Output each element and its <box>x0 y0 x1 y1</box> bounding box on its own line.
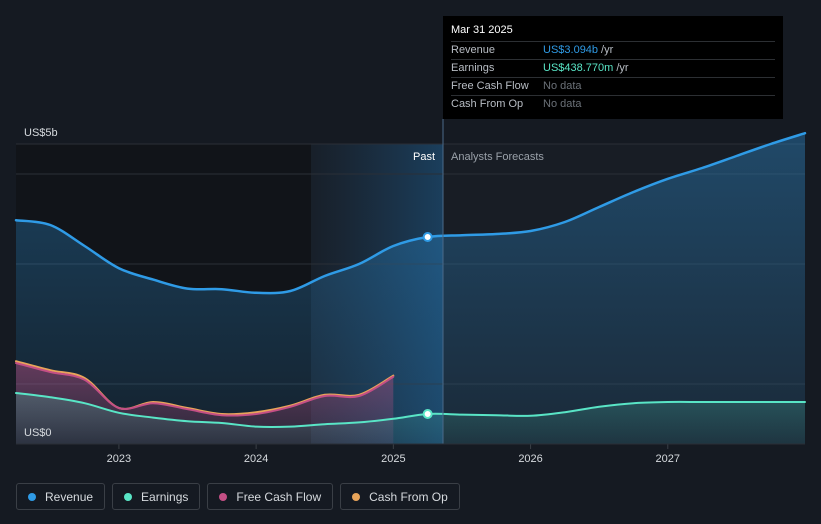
x-tick-label: 2025 <box>381 453 405 465</box>
legend-item-free-cash-flow[interactable]: Free Cash Flow <box>207 483 334 510</box>
tooltip-row-free-cash-flow: Free Cash Flow No data <box>451 78 775 96</box>
tooltip-label: Cash From Op <box>451 98 524 110</box>
legend: Revenue Earnings Free Cash Flow Cash Fro… <box>16 483 460 510</box>
tooltip-label: Revenue <box>451 44 496 56</box>
y-label-top: US$5b <box>24 127 58 139</box>
earnings-dot-icon <box>124 492 133 501</box>
legend-label: Free Cash Flow <box>236 489 322 504</box>
revenue-dot-icon <box>28 492 36 501</box>
legend-item-revenue[interactable]: Revenue <box>16 483 106 510</box>
free-cash-flow-line <box>15 362 395 417</box>
tooltip-value: US$3.094b <box>543 44 599 56</box>
x-tick-label: 2023 <box>107 453 131 465</box>
tooltip-value: US$438.770m <box>543 62 614 74</box>
revenue-line <box>14 131 807 295</box>
earnings-line <box>15 392 806 428</box>
tooltip: Mar 31 2025 Revenue US$3.094b /yr Earnin… <box>443 16 783 119</box>
legend-item-cash-from-op[interactable]: Cash From Op <box>340 483 460 510</box>
tooltip-label: Free Cash Flow <box>451 80 529 92</box>
tooltip-unit: /yr <box>616 62 629 74</box>
x-tick-label: 2027 <box>656 453 680 465</box>
chart: Past Analysts Forecasts US$5b US$0 2023 2… <box>14 119 807 465</box>
tooltip-unit: /yr <box>601 44 614 56</box>
past-label: Past <box>413 151 435 163</box>
tooltip-row-cash-from-op: Cash From Op No data <box>451 96 775 113</box>
legend-item-earnings[interactable]: Earnings <box>112 483 201 510</box>
tooltip-label: Earnings <box>451 62 495 74</box>
legend-label: Earnings <box>141 489 189 504</box>
x-tick-label: 2026 <box>518 453 542 465</box>
tooltip-value: No data <box>543 98 582 110</box>
earnings-marker <box>422 409 433 419</box>
tooltip-date: Mar 31 2025 <box>451 24 775 42</box>
legend-label: Revenue <box>45 489 94 504</box>
tooltip-value: No data <box>543 80 582 92</box>
free-cash-flow-dot-icon <box>219 492 228 501</box>
cash-from-op-dot-icon <box>352 492 361 501</box>
revenue-area <box>16 133 805 444</box>
cash-from-op-line <box>15 360 395 416</box>
legend-label: Cash From Op <box>369 489 448 504</box>
y-label-bottom: US$0 <box>24 427 52 439</box>
tooltip-row-revenue: Revenue US$3.094b /yr <box>451 42 775 60</box>
revenue-marker <box>422 232 433 242</box>
tooltip-row-earnings: Earnings US$438.770m /yr <box>451 60 775 78</box>
x-tick-label: 2024 <box>244 453 268 465</box>
forecast-label: Analysts Forecasts <box>451 151 544 163</box>
